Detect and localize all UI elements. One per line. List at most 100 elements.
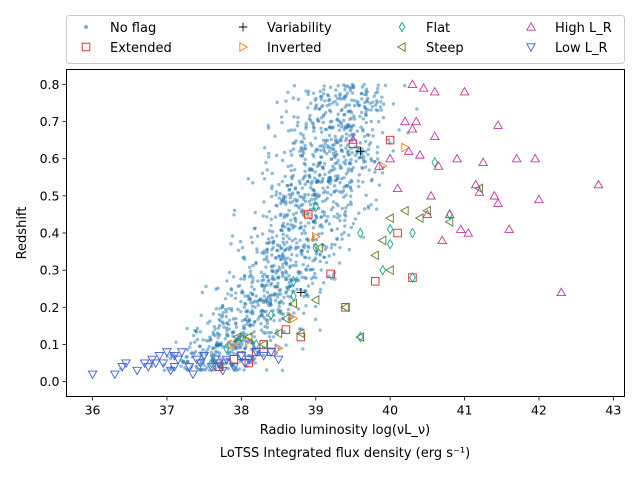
data-point-no-flag bbox=[272, 277, 276, 282]
data-point-no-flag bbox=[327, 97, 332, 102]
data-point-no-flag bbox=[350, 91, 355, 95]
data-point-no-flag bbox=[234, 291, 238, 295]
data-point-no-flag bbox=[366, 108, 370, 112]
data-point-no-flag bbox=[277, 304, 282, 308]
data-point-no-flag bbox=[303, 182, 307, 187]
data-point-no-flag bbox=[289, 128, 294, 132]
data-point-flat bbox=[238, 331, 245, 343]
data-point-steep bbox=[243, 332, 253, 343]
data-point-no-flag bbox=[333, 134, 337, 139]
data-point-no-flag bbox=[251, 323, 255, 327]
data-point-no-flag bbox=[302, 290, 306, 294]
data-point-no-flag bbox=[196, 367, 200, 372]
data-point-no-flag bbox=[373, 91, 378, 95]
data-point-no-flag bbox=[345, 123, 349, 127]
data-point-no-flag bbox=[229, 242, 233, 246]
data-point-steep bbox=[258, 339, 268, 350]
data-point-no-flag bbox=[262, 249, 266, 253]
data-point-no-flag bbox=[319, 116, 323, 120]
legend-frame bbox=[66, 15, 625, 64]
data-point-no-flag bbox=[278, 213, 283, 218]
data-point-no-flag bbox=[275, 100, 279, 105]
data-point-no-flag bbox=[321, 191, 326, 195]
data-point-no-flag bbox=[269, 283, 273, 287]
data-point-no-flag bbox=[344, 94, 348, 98]
data-point-no-flag bbox=[321, 176, 325, 181]
data-point-no-flag bbox=[174, 340, 178, 344]
data-point-no-flag bbox=[249, 361, 253, 365]
data-point-no-flag bbox=[319, 268, 323, 272]
data-point-no-flag bbox=[213, 327, 217, 331]
data-point-high-l-r bbox=[493, 198, 503, 207]
data-point-no-flag bbox=[329, 228, 334, 232]
data-point-no-flag bbox=[282, 150, 287, 155]
data-point-no-flag bbox=[261, 353, 266, 358]
data-point-no-flag bbox=[300, 275, 304, 280]
data-point-no-flag bbox=[364, 113, 368, 117]
data-point-steep bbox=[355, 332, 364, 343]
data-point-no-flag bbox=[215, 331, 220, 335]
data-point-no-flag bbox=[308, 166, 312, 171]
data-point-no-flag bbox=[265, 254, 269, 259]
data-point-no-flag bbox=[201, 347, 205, 352]
data-point-no-flag bbox=[324, 260, 329, 265]
data-point-no-flag bbox=[364, 139, 368, 144]
y-axis-label: Redshift bbox=[15, 207, 30, 260]
data-point-low-l-r bbox=[184, 363, 195, 372]
data-point-no-flag bbox=[272, 239, 276, 244]
data-point-no-flag bbox=[204, 338, 209, 343]
data-point-no-flag bbox=[189, 351, 193, 355]
data-point-flat bbox=[312, 201, 319, 213]
data-point-no-flag bbox=[337, 190, 342, 194]
data-point-steep bbox=[232, 332, 242, 343]
data-point-no-flag bbox=[308, 268, 312, 272]
data-point-extended bbox=[326, 269, 335, 279]
data-point-no-flag bbox=[327, 254, 331, 258]
data-point-no-flag bbox=[351, 221, 356, 226]
data-point-no-flag bbox=[212, 324, 217, 329]
y-tick-label: 0.8 bbox=[40, 77, 60, 92]
data-point-no-flag bbox=[318, 287, 323, 291]
data-point-no-flag bbox=[223, 336, 228, 341]
data-point-no-flag bbox=[240, 246, 245, 250]
data-point-no-flag bbox=[285, 214, 289, 218]
data-point-no-flag bbox=[309, 197, 314, 202]
data-point-no-flag bbox=[251, 278, 255, 283]
data-point-no-flag bbox=[337, 128, 342, 132]
data-point-no-flag bbox=[285, 184, 290, 188]
data-point-no-flag bbox=[301, 347, 305, 351]
data-point-no-flag bbox=[282, 295, 286, 299]
data-point-no-flag bbox=[208, 319, 212, 323]
data-point-no-flag bbox=[240, 319, 245, 323]
data-point-no-flag bbox=[261, 330, 266, 335]
data-point-low-l-r bbox=[87, 370, 98, 380]
data-point-no-flag bbox=[342, 127, 346, 132]
data-point-flat bbox=[409, 227, 416, 239]
data-point-no-flag bbox=[277, 301, 281, 305]
data-point-no-flag bbox=[318, 259, 322, 264]
data-point-no-flag bbox=[358, 155, 362, 160]
data-point-no-flag bbox=[260, 274, 265, 279]
data-point-no-flag bbox=[318, 89, 322, 94]
data-point-no-flag bbox=[364, 87, 369, 91]
data-point-low-l-r bbox=[266, 348, 277, 358]
data-point-no-flag bbox=[293, 237, 297, 241]
data-point-no-flag bbox=[276, 281, 280, 286]
data-point-no-flag bbox=[289, 182, 294, 187]
data-point-no-flag bbox=[259, 328, 264, 332]
data-point-no-flag bbox=[360, 152, 364, 156]
data-point-no-flag bbox=[306, 238, 310, 243]
data-point-no-flag bbox=[318, 224, 322, 228]
data-point-no-flag bbox=[259, 270, 264, 275]
data-point-no-flag bbox=[347, 162, 351, 166]
data-point-low-l-r bbox=[161, 348, 172, 358]
data-point-no-flag bbox=[232, 213, 236, 217]
x-tick-label: 43 bbox=[605, 403, 621, 418]
data-point-no-flag bbox=[340, 134, 344, 139]
data-point-no-flag bbox=[276, 248, 280, 253]
data-point-no-flag bbox=[205, 365, 209, 369]
data-point-low-l-r bbox=[206, 363, 217, 372]
data-point-no-flag bbox=[343, 224, 347, 228]
data-point-no-flag bbox=[255, 250, 259, 254]
data-point-high-l-r bbox=[470, 179, 481, 189]
